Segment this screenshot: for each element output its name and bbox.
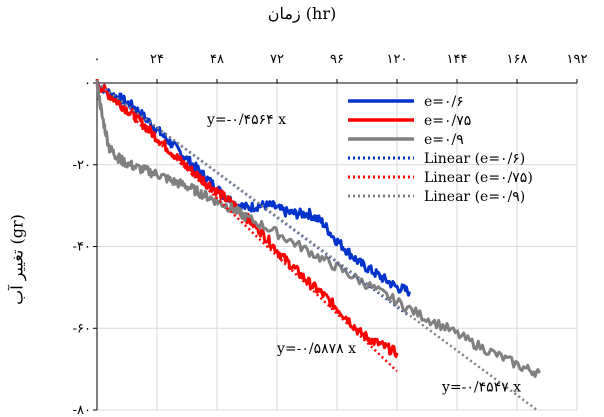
- y-tick-label: -۲۰: [73, 158, 91, 173]
- legend-label: e=۰/۷۵: [424, 113, 471, 129]
- legend-label: Linear (e=۰/۶): [424, 151, 525, 167]
- x-tick-label: ۷۲: [270, 52, 284, 67]
- series-line: [96, 81, 411, 297]
- y-tick-label: -۸۰: [73, 403, 91, 417]
- legend-label: Linear (e=۰/۹): [424, 189, 525, 205]
- y-tick-label: ۰: [84, 76, 91, 91]
- legend-label: e=۰/۶: [424, 94, 464, 110]
- series-lines: [95, 78, 541, 412]
- equation-label: y=-۰/۴۵۴۷ x: [441, 380, 521, 396]
- x-tick-label: ۲۴: [150, 52, 164, 67]
- equation-label: y=-۰/۵۸۷۸ x: [276, 341, 356, 357]
- x-tick-label: ۹۶: [330, 52, 344, 67]
- series-line: [95, 78, 399, 359]
- legend: e=۰/۶ e=۰/۷۵ e=۰/۹ Linear (e=۰/۶) Linear (e=…: [348, 94, 533, 205]
- x-tick-label: ۱۴۴: [447, 52, 468, 67]
- grid: [97, 83, 578, 411]
- y-tick-label: -۶۰: [73, 321, 91, 336]
- y-tick-label: -۴۰: [73, 240, 91, 255]
- x-tick-label: ۱۶۸: [507, 52, 528, 67]
- x-tick-label: ۰: [94, 52, 101, 67]
- equation-label: y=-۰/۴۵۶۴ x: [206, 112, 286, 128]
- x-tick-label: ۱۹۲: [567, 52, 588, 67]
- legend-label: Linear (e=۰/۷۵): [424, 170, 533, 186]
- series-line: [96, 81, 538, 412]
- legend-label: e=۰/۹: [424, 132, 464, 148]
- equation-annotations: y=-۰/۴۵۶۴ x y=-۰/۵۸۷۸ x y=-۰/۴۵۴۷ x: [206, 112, 521, 396]
- series-line: [95, 80, 541, 378]
- axes: ۰ ۲۴ ۴۸ ۷۲ ۹۶ ۱۲۰ ۱۴۴ ۱۶۸ ۱۹۲ ۰ -۲۰ -۴۰ -۶۰ -۸۰: [73, 52, 588, 417]
- x-tick-label: ۴۸: [210, 52, 224, 67]
- x-axis-title: زمان (hr): [267, 4, 337, 23]
- series-line: [96, 82, 398, 373]
- x-tick-label: ۱۲۰: [387, 52, 408, 67]
